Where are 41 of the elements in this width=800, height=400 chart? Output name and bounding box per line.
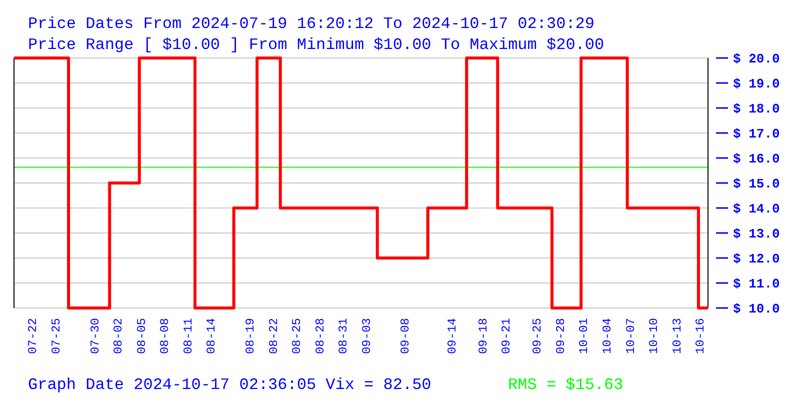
y-tick-label: $ 11.0 bbox=[733, 276, 780, 292]
x-tick-label: 10-01 bbox=[577, 318, 592, 354]
chart-title: Price Dates From 2024-07-19 16:20:12 To 2024-10-17 02:30:29 bbox=[28, 15, 594, 33]
x-tick-label: 08-08 bbox=[158, 318, 172, 354]
x-tick-label: 09-03 bbox=[360, 318, 374, 354]
x-tick-label: 08-02 bbox=[112, 318, 126, 354]
x-tick-label: 08-22 bbox=[266, 318, 281, 354]
x-tick-label: 08-25 bbox=[290, 318, 304, 354]
x-tick-label: 09-21 bbox=[500, 318, 514, 354]
x-tick-label: 09-28 bbox=[554, 318, 568, 354]
y-tick-label: $ 20.0 bbox=[733, 52, 780, 67]
y-tick-label: $ 14.0 bbox=[733, 202, 780, 217]
x-tick-label: 08-19 bbox=[244, 318, 258, 354]
x-tick-label: 09-14 bbox=[445, 318, 460, 354]
x-tick-label: 10-16 bbox=[694, 318, 708, 354]
x-tick-label: 09-18 bbox=[476, 318, 490, 354]
x-tick-label: 10-10 bbox=[647, 318, 662, 354]
x-tick-label: 07-22 bbox=[26, 318, 40, 354]
y-tick-label: $ 16.0 bbox=[733, 152, 780, 167]
x-tick-label: 08-14 bbox=[204, 318, 219, 354]
ref-line-label: RMS = $15.63 bbox=[508, 376, 624, 394]
x-tick-label: 07-25 bbox=[49, 318, 64, 354]
x-tick-label: 08-05 bbox=[134, 318, 149, 354]
x-tick-label: 09-08 bbox=[398, 318, 413, 354]
text: Graph Date 2024-10-17 02:36:05 Vix = 82.50 bbox=[28, 376, 432, 394]
y-tick-label: $ 10.0 bbox=[733, 302, 780, 317]
x-tick-label: 10-07 bbox=[624, 318, 638, 354]
x-tick-label: 10-04 bbox=[600, 318, 614, 354]
x-tick-label: 08-11 bbox=[181, 318, 196, 354]
x-tick-label: 08-28 bbox=[313, 318, 328, 354]
x-tick-label: 09-25 bbox=[530, 318, 545, 354]
x-tick-label: 07-30 bbox=[88, 318, 102, 354]
y-tick-label: $ 19.0 bbox=[733, 76, 780, 92]
y-tick-label: $ 13.0 bbox=[733, 226, 780, 242]
y-tick-label: $ 18.0 bbox=[733, 102, 780, 117]
chart-subtitle: Price Range [ $10.00 ] From Minimum $10.00 To Maximum $20.00 bbox=[28, 36, 604, 54]
y-tick-label: $ 15.0 bbox=[733, 176, 780, 192]
x-tick-label: 10-13 bbox=[670, 318, 684, 354]
x-tick-label: 08-31 bbox=[336, 318, 351, 354]
y-tick-label: $ 12.0 bbox=[733, 252, 780, 267]
y-tick-label: $ 17.0 bbox=[733, 126, 780, 142]
